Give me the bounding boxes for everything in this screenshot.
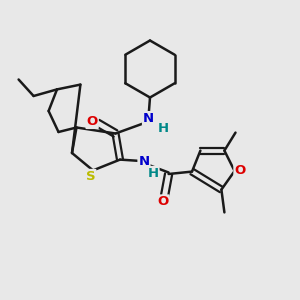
Text: S: S [86, 170, 95, 183]
Text: O: O [234, 164, 246, 177]
Text: O: O [157, 195, 169, 208]
Text: N: N [143, 112, 154, 125]
Text: H: H [158, 122, 169, 135]
Text: O: O [86, 115, 98, 128]
Text: N: N [138, 154, 150, 168]
Text: H: H [147, 167, 159, 180]
